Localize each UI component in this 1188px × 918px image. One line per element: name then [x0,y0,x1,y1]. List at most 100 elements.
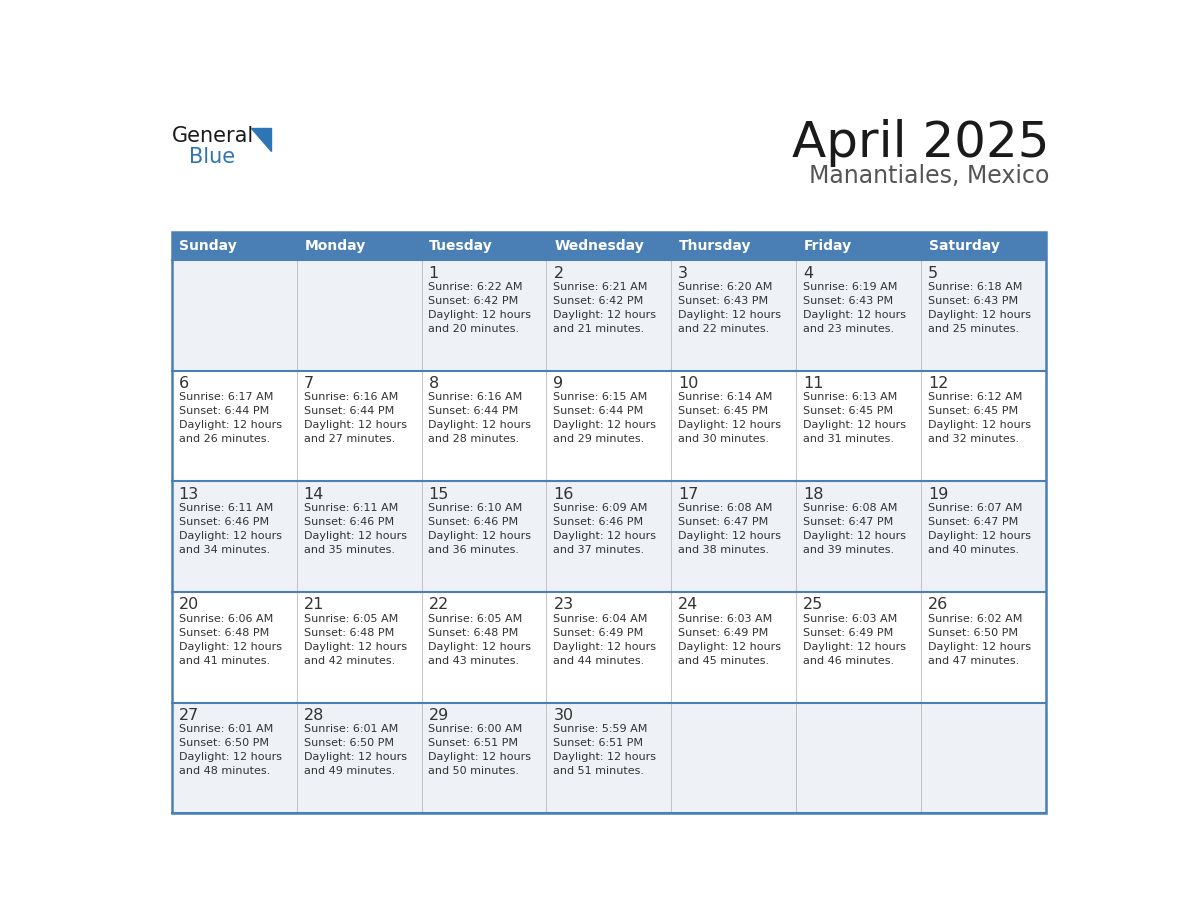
Text: Saturday: Saturday [929,239,999,253]
Text: Sunrise: 6:03 AM
Sunset: 6:49 PM
Daylight: 12 hours
and 46 minutes.: Sunrise: 6:03 AM Sunset: 6:49 PM Dayligh… [803,613,906,666]
Text: 24: 24 [678,598,699,612]
Bar [422,702,546,813]
Text: 2: 2 [554,265,563,281]
Bar [297,481,422,592]
Text: Sunrise: 6:10 AM
Sunset: 6:46 PM
Daylight: 12 hours
and 36 minutes.: Sunrise: 6:10 AM Sunset: 6:46 PM Dayligh… [429,503,531,555]
Text: Friday: Friday [804,239,852,253]
Bar [546,261,671,371]
Text: Sunrise: 6:04 AM
Sunset: 6:49 PM
Daylight: 12 hours
and 44 minutes.: Sunrise: 6:04 AM Sunset: 6:49 PM Dayligh… [554,613,657,666]
Bar [921,232,1045,261]
Bar [921,702,1045,813]
Bar [422,371,546,481]
Text: Sunrise: 6:20 AM
Sunset: 6:43 PM
Daylight: 12 hours
and 22 minutes.: Sunrise: 6:20 AM Sunset: 6:43 PM Dayligh… [678,282,782,334]
Text: 1: 1 [429,265,438,281]
Text: Sunrise: 6:08 AM
Sunset: 6:47 PM
Daylight: 12 hours
and 39 minutes.: Sunrise: 6:08 AM Sunset: 6:47 PM Dayligh… [803,503,906,555]
Text: 14: 14 [304,487,324,502]
Text: 26: 26 [928,598,948,612]
Bar [172,261,297,371]
Bar [546,702,671,813]
Text: 15: 15 [429,487,449,502]
Bar [796,232,921,261]
Bar [796,702,921,813]
Text: Sunrise: 6:11 AM
Sunset: 6:46 PM
Daylight: 12 hours
and 34 minutes.: Sunrise: 6:11 AM Sunset: 6:46 PM Dayligh… [178,503,282,555]
Polygon shape [251,128,271,151]
Text: Sunrise: 6:21 AM
Sunset: 6:42 PM
Daylight: 12 hours
and 21 minutes.: Sunrise: 6:21 AM Sunset: 6:42 PM Dayligh… [554,282,657,334]
Text: 16: 16 [554,487,574,502]
Bar [921,481,1045,592]
Text: Wednesday: Wednesday [554,239,644,253]
Text: Sunrise: 6:22 AM
Sunset: 6:42 PM
Daylight: 12 hours
and 20 minutes.: Sunrise: 6:22 AM Sunset: 6:42 PM Dayligh… [429,282,531,334]
Text: Monday: Monday [304,239,366,253]
Text: 10: 10 [678,376,699,391]
Bar [671,592,796,702]
Bar [546,592,671,702]
Text: 19: 19 [928,487,948,502]
Bar [921,371,1045,481]
Bar [921,261,1045,371]
Bar [546,232,671,261]
Bar [671,261,796,371]
Text: 6: 6 [178,376,189,391]
Text: Tuesday: Tuesday [429,239,493,253]
Text: Sunrise: 6:02 AM
Sunset: 6:50 PM
Daylight: 12 hours
and 47 minutes.: Sunrise: 6:02 AM Sunset: 6:50 PM Dayligh… [928,613,1031,666]
Bar [297,702,422,813]
Text: Sunrise: 6:14 AM
Sunset: 6:45 PM
Daylight: 12 hours
and 30 minutes.: Sunrise: 6:14 AM Sunset: 6:45 PM Dayligh… [678,392,782,444]
Text: Sunrise: 6:01 AM
Sunset: 6:50 PM
Daylight: 12 hours
and 49 minutes.: Sunrise: 6:01 AM Sunset: 6:50 PM Dayligh… [304,724,406,776]
Text: Sunrise: 6:12 AM
Sunset: 6:45 PM
Daylight: 12 hours
and 32 minutes.: Sunrise: 6:12 AM Sunset: 6:45 PM Dayligh… [928,392,1031,444]
Text: April 2025: April 2025 [792,119,1050,167]
Text: Sunrise: 6:15 AM
Sunset: 6:44 PM
Daylight: 12 hours
and 29 minutes.: Sunrise: 6:15 AM Sunset: 6:44 PM Dayligh… [554,392,657,444]
Text: Sunrise: 6:16 AM
Sunset: 6:44 PM
Daylight: 12 hours
and 27 minutes.: Sunrise: 6:16 AM Sunset: 6:44 PM Dayligh… [304,392,406,444]
Text: Sunrise: 6:05 AM
Sunset: 6:48 PM
Daylight: 12 hours
and 43 minutes.: Sunrise: 6:05 AM Sunset: 6:48 PM Dayligh… [429,613,531,666]
Text: Sunrise: 6:03 AM
Sunset: 6:49 PM
Daylight: 12 hours
and 45 minutes.: Sunrise: 6:03 AM Sunset: 6:49 PM Dayligh… [678,613,782,666]
Text: Sunrise: 6:18 AM
Sunset: 6:43 PM
Daylight: 12 hours
and 25 minutes.: Sunrise: 6:18 AM Sunset: 6:43 PM Dayligh… [928,282,1031,334]
Text: Sunrise: 6:05 AM
Sunset: 6:48 PM
Daylight: 12 hours
and 42 minutes.: Sunrise: 6:05 AM Sunset: 6:48 PM Dayligh… [304,613,406,666]
Bar [671,371,796,481]
Text: Manantiales, Mexico: Manantiales, Mexico [809,164,1050,188]
Text: 20: 20 [178,598,198,612]
Text: 3: 3 [678,265,688,281]
Text: 30: 30 [554,708,574,723]
Text: Sunrise: 5:59 AM
Sunset: 6:51 PM
Daylight: 12 hours
and 51 minutes.: Sunrise: 5:59 AM Sunset: 6:51 PM Dayligh… [554,724,657,776]
Text: 25: 25 [803,598,823,612]
Bar [172,702,297,813]
Bar [172,371,297,481]
Bar [297,261,422,371]
Bar [297,592,422,702]
Text: 29: 29 [429,708,449,723]
Text: 12: 12 [928,376,948,391]
Text: 23: 23 [554,598,574,612]
Bar [297,371,422,481]
Bar [796,481,921,592]
Bar [546,481,671,592]
Bar [671,481,796,592]
Text: Sunrise: 6:06 AM
Sunset: 6:48 PM
Daylight: 12 hours
and 41 minutes.: Sunrise: 6:06 AM Sunset: 6:48 PM Dayligh… [178,613,282,666]
Bar [422,232,546,261]
Bar [172,481,297,592]
Text: 5: 5 [928,265,939,281]
Text: General: General [172,126,254,146]
Bar [796,592,921,702]
Text: 28: 28 [304,708,324,723]
Bar [796,261,921,371]
Text: 18: 18 [803,487,823,502]
Text: 22: 22 [429,598,449,612]
Text: Thursday: Thursday [680,239,752,253]
Text: Sunrise: 6:00 AM
Sunset: 6:51 PM
Daylight: 12 hours
and 50 minutes.: Sunrise: 6:00 AM Sunset: 6:51 PM Dayligh… [429,724,531,776]
Text: Sunrise: 6:19 AM
Sunset: 6:43 PM
Daylight: 12 hours
and 23 minutes.: Sunrise: 6:19 AM Sunset: 6:43 PM Dayligh… [803,282,906,334]
Bar [422,481,546,592]
Bar [422,592,546,702]
Text: Sunrise: 6:16 AM
Sunset: 6:44 PM
Daylight: 12 hours
and 28 minutes.: Sunrise: 6:16 AM Sunset: 6:44 PM Dayligh… [429,392,531,444]
Text: Sunrise: 6:17 AM
Sunset: 6:44 PM
Daylight: 12 hours
and 26 minutes.: Sunrise: 6:17 AM Sunset: 6:44 PM Dayligh… [178,392,282,444]
Bar [172,592,297,702]
Bar [172,232,297,261]
Text: Blue: Blue [189,147,235,167]
Text: 13: 13 [178,487,198,502]
Text: Sunrise: 6:08 AM
Sunset: 6:47 PM
Daylight: 12 hours
and 38 minutes.: Sunrise: 6:08 AM Sunset: 6:47 PM Dayligh… [678,503,782,555]
Text: Sunday: Sunday [179,239,238,253]
Bar [796,371,921,481]
Text: 8: 8 [429,376,438,391]
Text: 9: 9 [554,376,563,391]
Text: 27: 27 [178,708,198,723]
Bar [546,371,671,481]
Bar [671,702,796,813]
